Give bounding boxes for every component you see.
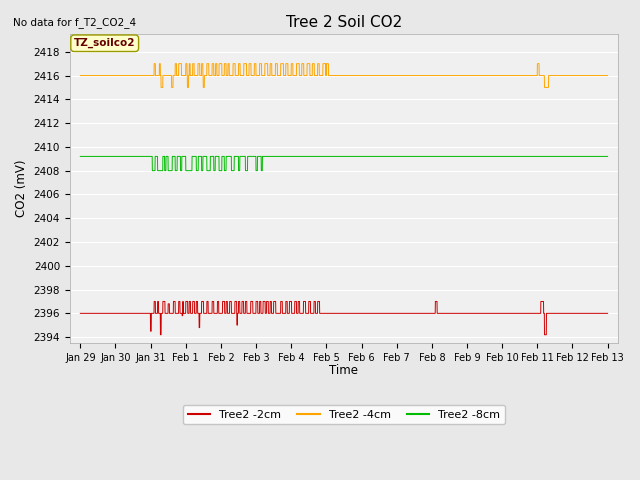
Text: TZ_soilco2: TZ_soilco2 (74, 38, 136, 48)
Text: No data for f_T2_CO2_4: No data for f_T2_CO2_4 (13, 17, 136, 28)
Title: Tree 2 Soil CO2: Tree 2 Soil CO2 (286, 15, 402, 30)
Legend: Tree2 -2cm, Tree2 -4cm, Tree2 -8cm: Tree2 -2cm, Tree2 -4cm, Tree2 -8cm (183, 405, 505, 424)
Y-axis label: CO2 (mV): CO2 (mV) (15, 160, 28, 217)
X-axis label: Time: Time (330, 364, 358, 377)
